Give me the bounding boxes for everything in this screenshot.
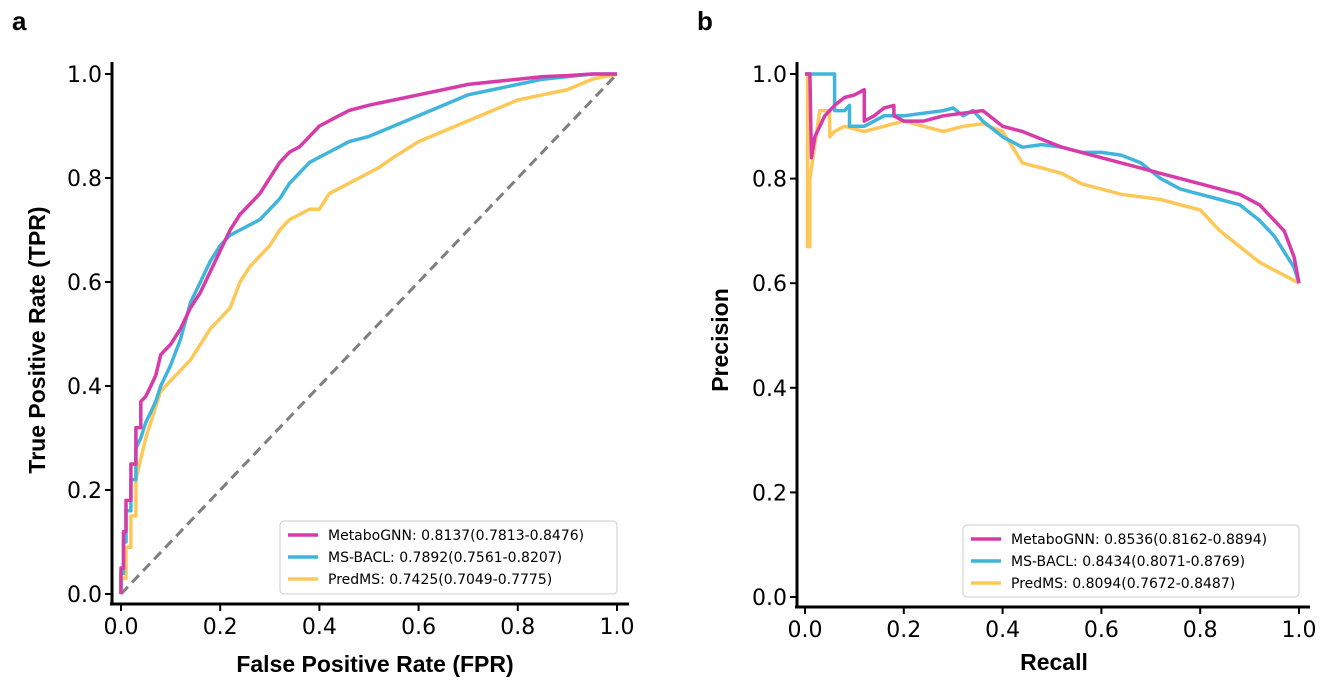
roc-legend-box <box>279 520 618 595</box>
roc-legend-entry: MS-BACL: 0.7892(0.7561-0.8207) <box>328 550 562 566</box>
pr-legend: MetaboGNN: 0.8536(0.8162-0.8894) MS-BACL:… <box>962 524 1300 598</box>
panel-letter-b: b <box>697 6 713 36</box>
pr-legend-entry: PredMS: 0.8094(0.7672-0.8487) <box>1011 576 1235 592</box>
pr-x-tick-label: 0.0 <box>788 618 823 643</box>
pr-x-tick-label: 0.4 <box>985 618 1020 643</box>
pr-y-tick-label: 0.4 <box>752 377 787 402</box>
roc-x-tick-label: 1.0 <box>600 615 635 640</box>
pr-curve-metabognn <box>805 72 1301 284</box>
pr-x-tick-label: 0.6 <box>1084 618 1119 643</box>
pr-curves <box>805 72 1301 285</box>
pr-x-tick-label: 0.2 <box>886 618 921 643</box>
roc-y-axis-title: True Positive Rate (TPR) <box>24 206 50 473</box>
pr-x-tick-label: 0.8 <box>1183 618 1218 643</box>
roc-x-tick-label: 0.2 <box>203 615 238 640</box>
pr-ticks: 0.0 0.2 0.4 0.6 0.8 1.0 0.0 0.2 0.4 0.6 0.8 1.0 <box>752 63 1317 643</box>
pr-curve-predms <box>805 72 1300 285</box>
pr-y-tick-label: 0.8 <box>752 168 787 193</box>
pr-y-tick-label: 1.0 <box>752 63 787 88</box>
pr-curve-ms-bacl <box>805 72 1301 284</box>
roc-legend: MetaboGNN: 0.8137(0.7813-0.8476) MS-BACL:… <box>279 520 618 595</box>
pr-y-tick-label: 0.0 <box>752 586 787 611</box>
panel-letter-a: a <box>12 6 27 36</box>
roc-y-tick-label: 0.4 <box>67 375 102 400</box>
roc-y-tick-label: 0.0 <box>67 583 102 608</box>
roc-x-tick-label: 0.4 <box>302 615 337 640</box>
roc-y-tick-label: 1.0 <box>67 63 102 88</box>
roc-chance-line <box>119 72 619 596</box>
pr-legend-box <box>962 524 1300 598</box>
pr-panel: b Recall Precision 0.0 0.2 0.4 0.6 0.8 1.00.0… <box>697 6 1317 675</box>
pr-legend-entry: MS-BACL: 0.8434(0.8071-0.8769) <box>1011 554 1245 570</box>
roc-y-tick-label: 0.8 <box>67 167 102 192</box>
roc-legend-entry: MetaboGNN: 0.8137(0.7813-0.8476) <box>328 528 584 544</box>
pr-x-tick-label: 1.0 <box>1282 618 1317 643</box>
roc-y-tick-label: 0.2 <box>67 479 102 504</box>
roc-x-tick-label: 0.8 <box>500 615 535 640</box>
roc-y-tick-label: 0.6 <box>67 271 102 296</box>
pr-x-axis-title: Recall <box>1020 649 1088 675</box>
roc-legend-entry: PredMS: 0.7425(0.7049-0.7775) <box>328 572 552 588</box>
roc-panel: a False Positive Rate (FPR) True Positiv… <box>12 6 635 677</box>
pr-y-tick-label: 0.2 <box>752 481 787 506</box>
roc-x-tick-label: 0.0 <box>104 615 139 640</box>
pr-legend-entry: MetaboGNN: 0.8536(0.8162-0.8894) <box>1011 532 1267 548</box>
pr-y-tick-label: 0.6 <box>752 272 787 297</box>
pr-y-axis-title: Precision <box>707 288 733 392</box>
roc-ticks: 0.0 0.2 0.4 0.6 0.8 1.0 0.0 0.2 0.4 0.6 0.8 1.0 <box>67 63 635 640</box>
roc-curves <box>119 72 619 596</box>
roc-curve-metabognn <box>119 72 617 594</box>
roc-x-tick-label: 0.6 <box>401 615 436 640</box>
roc-x-axis-title: False Positive Rate (FPR) <box>236 651 513 677</box>
